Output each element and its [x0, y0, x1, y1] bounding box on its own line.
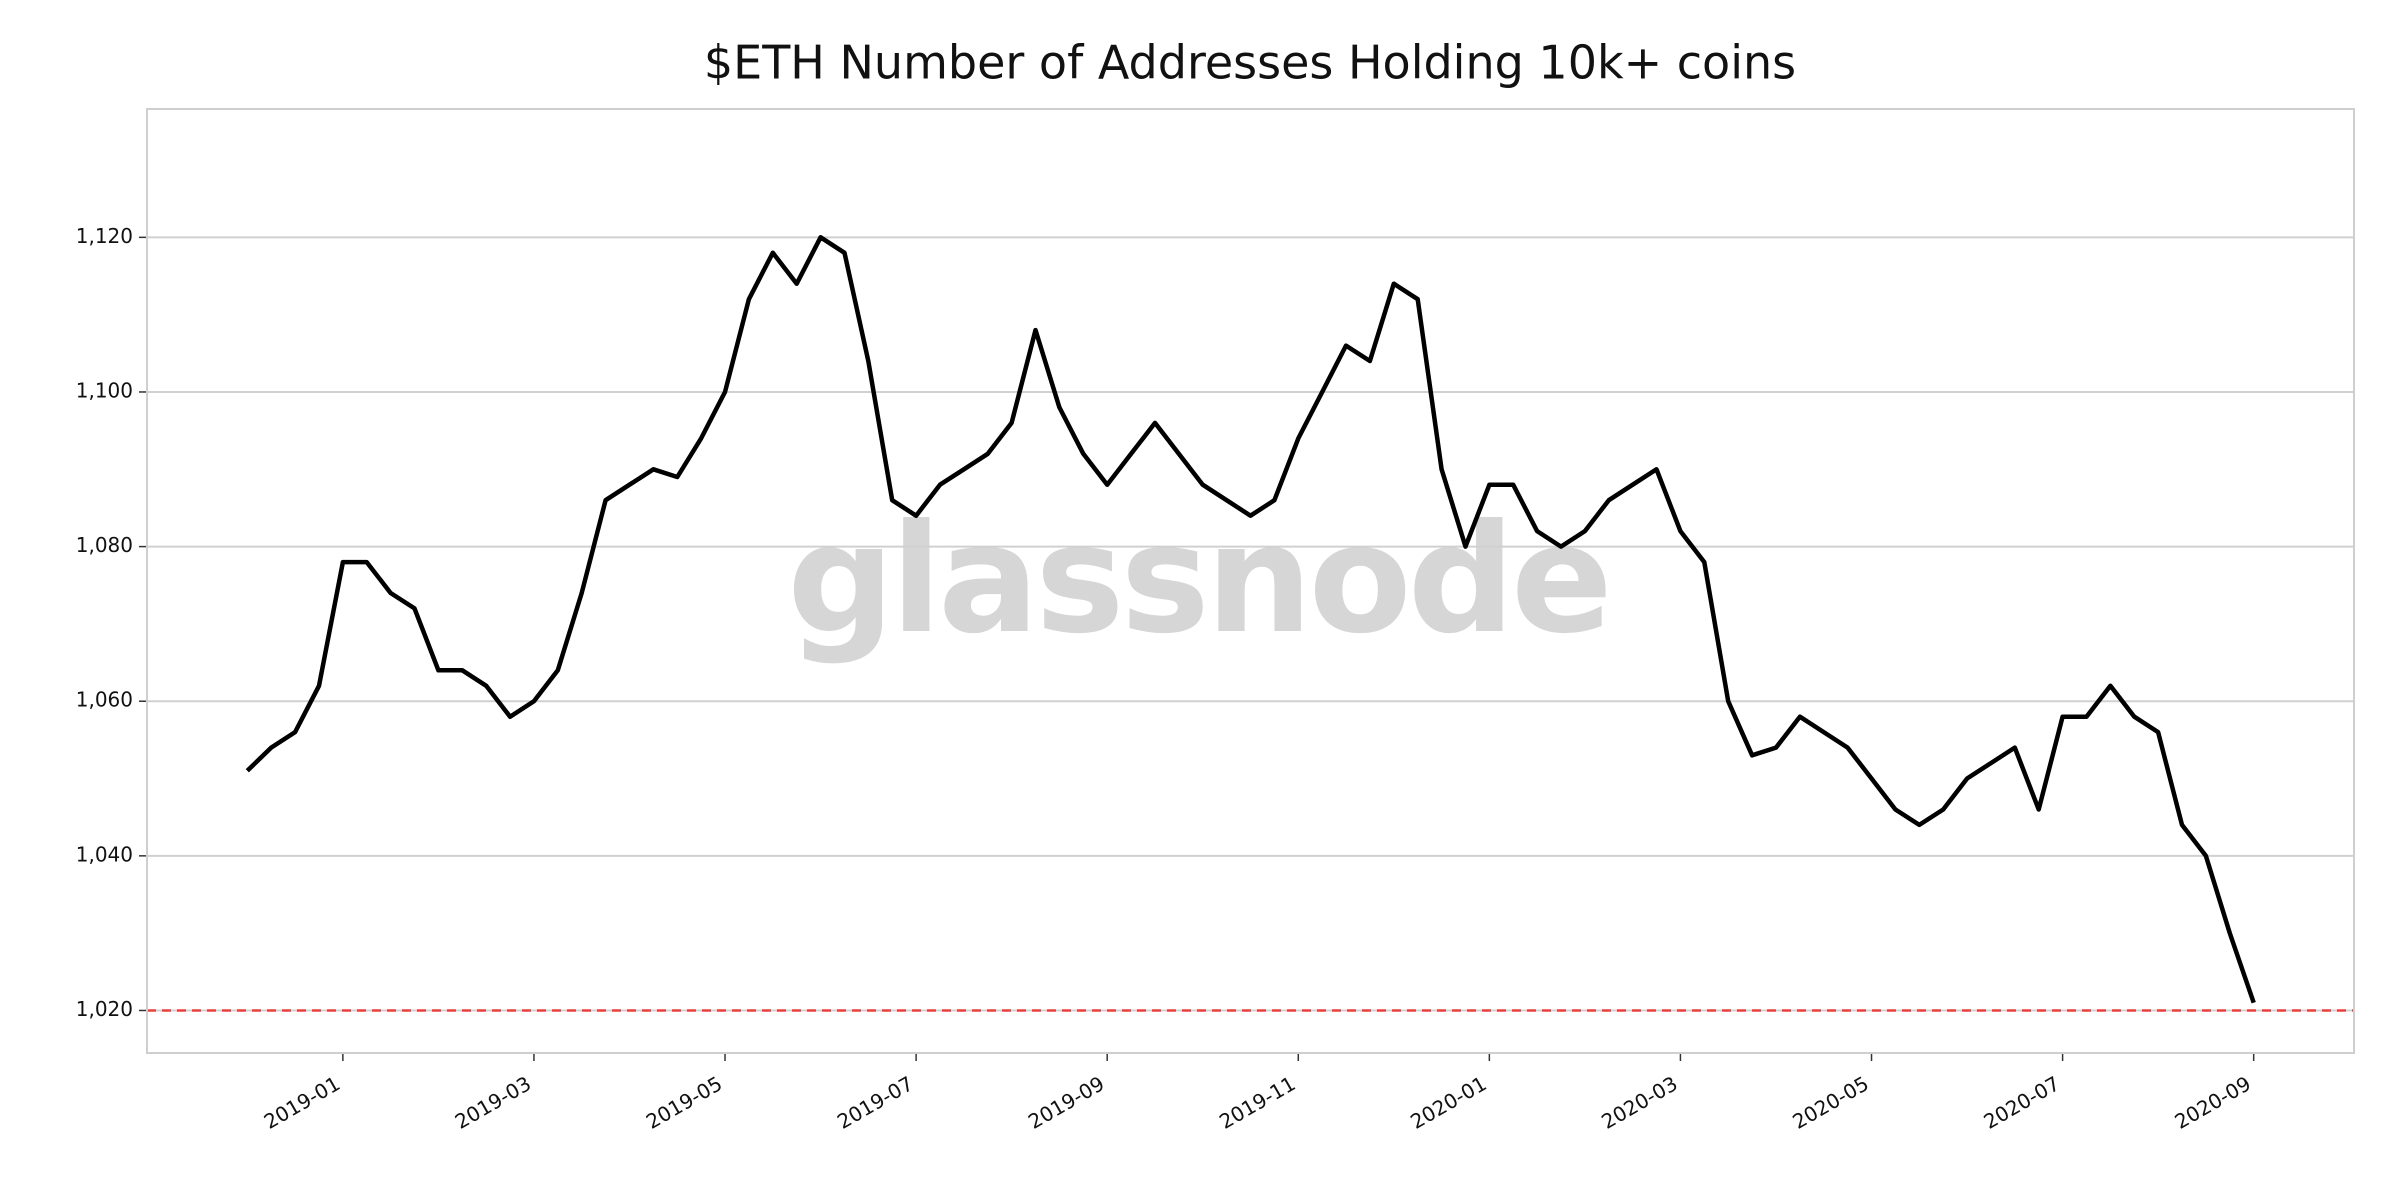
y-tick-label: 1,040	[76, 842, 133, 866]
x-tick-label: 2019-09	[1024, 1071, 1108, 1134]
x-tick-label: 2020-03	[1597, 1071, 1681, 1134]
x-tick-label: 2020-01	[1406, 1071, 1490, 1134]
x-tick-label: 2020-05	[1788, 1071, 1872, 1134]
y-tick-label: 1,120	[76, 224, 133, 248]
data-line	[245, 235, 2256, 1004]
y-tick-label: 1,020	[76, 997, 133, 1021]
y-tick-label: 1,080	[76, 533, 133, 557]
watermark: glassnode	[787, 493, 1609, 667]
x-tick-label: 2019-05	[642, 1071, 726, 1134]
x-tick-label: 2020-09	[2171, 1071, 2255, 1134]
x-tick-label: 2020-07	[1979, 1071, 2063, 1134]
x-tick-label: 2019-11	[1215, 1071, 1299, 1134]
y-tick-label: 1,060	[76, 688, 133, 712]
x-tick-label: 2019-03	[451, 1071, 535, 1134]
x-tick-label: 2019-07	[833, 1071, 917, 1134]
x-tick-label: 2019-01	[260, 1071, 344, 1134]
chart-title: $ETH Number of Addresses Holding 10k+ co…	[704, 36, 1796, 90]
plot-frame	[146, 108, 2355, 1054]
y-tick-label: 1,100	[76, 378, 133, 402]
